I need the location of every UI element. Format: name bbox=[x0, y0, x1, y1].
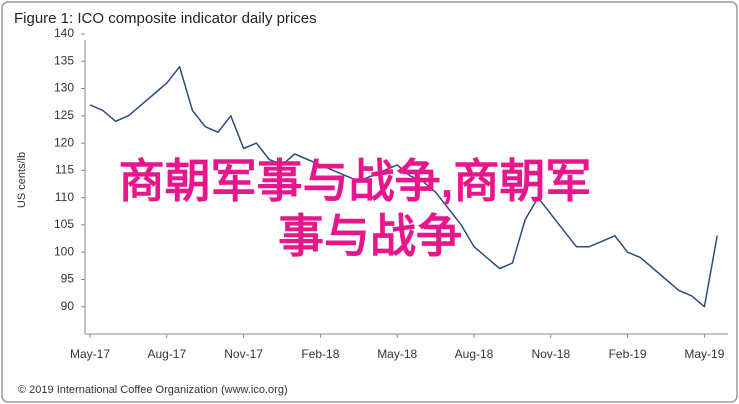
y-tick-label: 130 bbox=[54, 81, 74, 95]
y-tick-label: 105 bbox=[54, 217, 74, 231]
y-tick-label: 115 bbox=[55, 163, 74, 177]
x-tick-label: May-18 bbox=[377, 347, 417, 361]
y-tick-label: 135 bbox=[54, 53, 74, 67]
x-tick-label: May-19 bbox=[684, 347, 724, 361]
chart-title: Figure 1: ICO composite indicator daily … bbox=[14, 10, 317, 27]
price-line bbox=[89, 65, 718, 308]
x-tick-label: Feb-18 bbox=[301, 347, 339, 361]
y-tick-label: 120 bbox=[54, 135, 74, 149]
y-tick-label: 100 bbox=[54, 244, 74, 258]
watermark: 商朝军事与战争,商朝军 bbox=[119, 155, 592, 207]
x-tick-label: Nov-17 bbox=[224, 347, 263, 361]
footer: © 2019 International Coffee Organization… bbox=[18, 384, 288, 396]
x-tick-label: Feb-19 bbox=[609, 347, 647, 361]
x-tick-label: Aug-17 bbox=[147, 347, 186, 361]
y-tick-label: 95 bbox=[61, 272, 75, 286]
watermark: 事与战争 bbox=[278, 210, 462, 262]
x-tick-label: May-17 bbox=[70, 347, 110, 361]
x-tick-label: Nov-18 bbox=[531, 347, 570, 361]
y-tick-label: 110 bbox=[55, 190, 74, 204]
y-tick-label: 90 bbox=[61, 299, 75, 313]
y-tick-label: 125 bbox=[54, 108, 74, 122]
y-tick-label: 140 bbox=[54, 26, 74, 40]
y-axis-label: US cents/lb bbox=[16, 152, 28, 208]
x-tick-label: Aug-18 bbox=[455, 347, 494, 361]
